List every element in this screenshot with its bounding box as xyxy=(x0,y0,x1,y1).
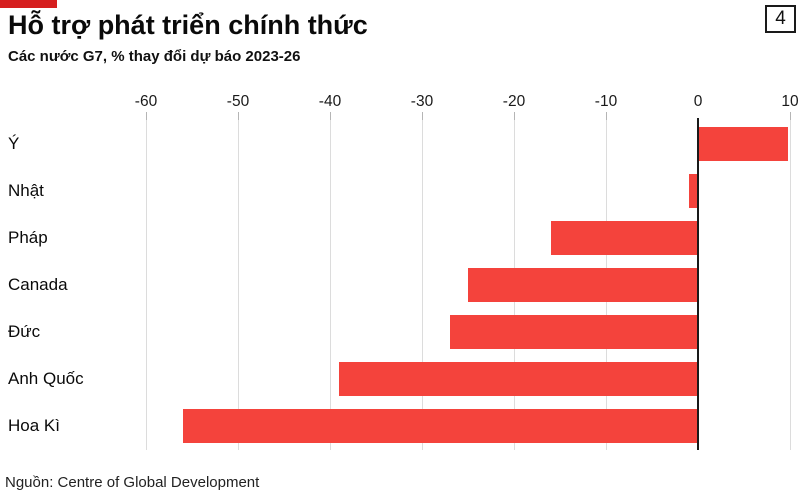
chart-bar xyxy=(468,268,698,302)
chart-bar xyxy=(698,126,789,161)
category-label: Ý xyxy=(8,133,20,153)
x-tick-mark xyxy=(421,112,423,120)
category-label: Pháp xyxy=(8,227,48,247)
title-accent-bar xyxy=(0,0,57,8)
chart-bar xyxy=(688,173,698,208)
x-tick-label: -50 xyxy=(226,93,250,110)
x-tick-label: 0 xyxy=(693,93,703,110)
gridline xyxy=(145,120,147,450)
x-tick-label: 10 xyxy=(781,93,799,110)
x-tick-label: -30 xyxy=(410,93,434,110)
x-tick-label: -60 xyxy=(134,93,158,110)
chart-bar xyxy=(449,315,698,350)
x-tick-label: -20 xyxy=(502,93,526,110)
category-label: Đức xyxy=(8,322,41,342)
x-tick-mark xyxy=(145,112,147,120)
x-tick-mark xyxy=(237,112,239,120)
x-tick-mark xyxy=(605,112,607,120)
gridline xyxy=(421,120,423,450)
gridline xyxy=(329,120,331,450)
page-number-box: 4 xyxy=(765,5,796,33)
category-label: Hoa Kì xyxy=(8,416,60,436)
x-tick-label: -10 xyxy=(594,93,618,110)
chart-bar xyxy=(550,220,698,255)
source-note: Nguồn: Centre of Global Development xyxy=(5,474,260,491)
category-label: Anh Quốc xyxy=(8,369,84,389)
gridline xyxy=(237,120,239,450)
page-number: 4 xyxy=(775,8,786,29)
page-title: Hỗ trợ phát triển chính thức xyxy=(8,10,368,40)
chart-subtitle: Các nước G7, % thay đổi dự báo 2023-26 xyxy=(8,48,301,65)
x-tick-mark xyxy=(513,112,515,120)
category-label: Canada xyxy=(8,274,68,294)
chart-bar xyxy=(182,409,698,444)
category-label: Nhật xyxy=(8,180,44,200)
chart-bar xyxy=(339,362,698,397)
x-tick-label: -40 xyxy=(318,93,342,110)
x-tick-mark xyxy=(789,112,791,120)
gridline xyxy=(789,120,791,450)
x-tick-mark xyxy=(329,112,331,120)
zero-axis-line xyxy=(697,118,699,450)
